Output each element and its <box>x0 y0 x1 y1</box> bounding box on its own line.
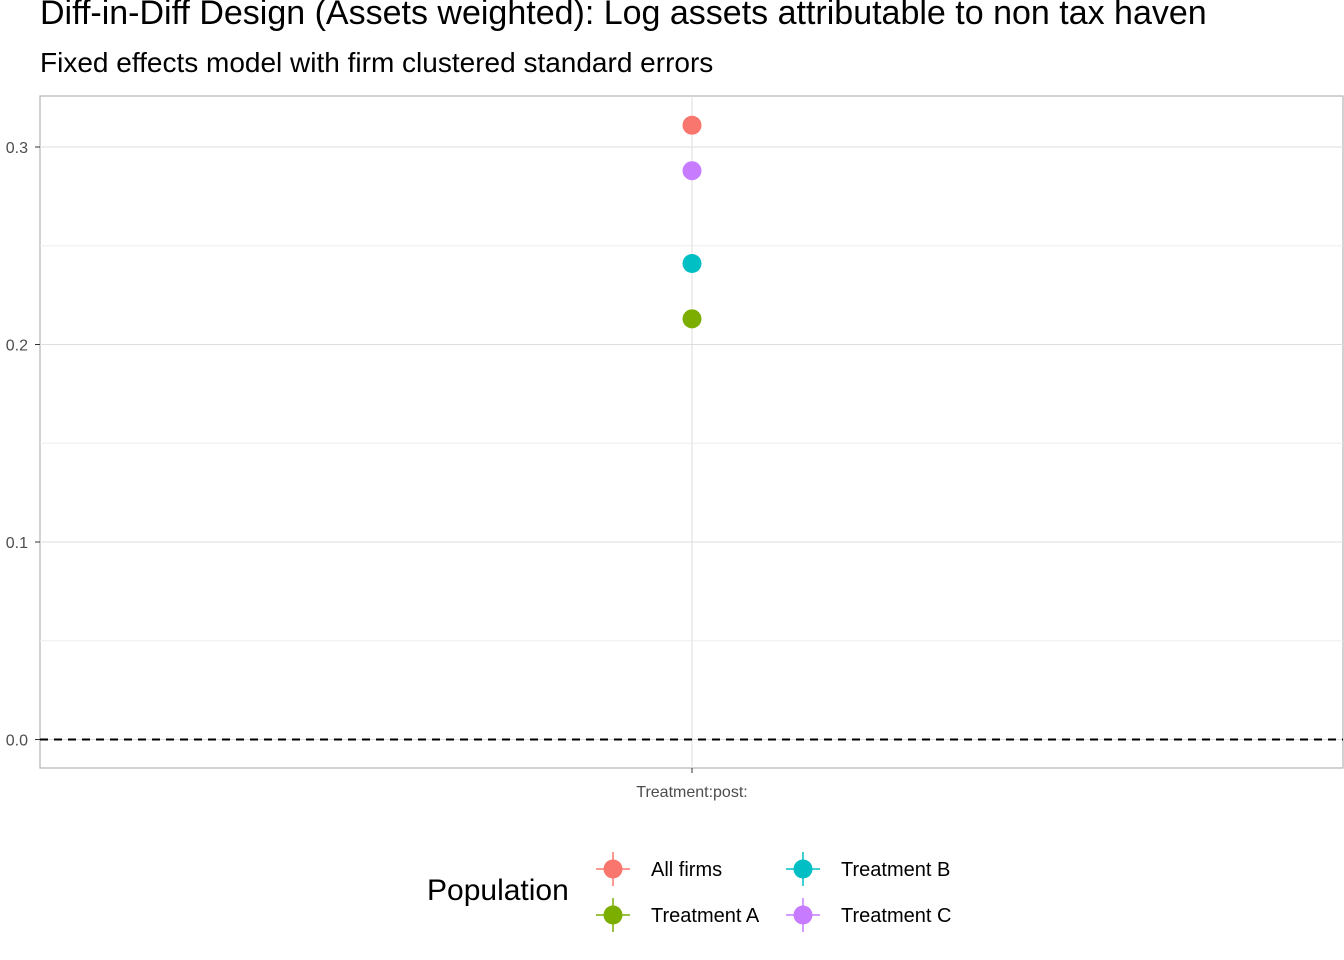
legend-label-treatment-b: Treatment B <box>841 859 950 881</box>
data-point-treatment-a <box>682 309 702 329</box>
y-tick-label: 0.0 <box>6 733 28 750</box>
y-tick-label: 0.1 <box>6 535 28 552</box>
chart-subtitle: Fixed effects model with firm clustered … <box>40 47 714 78</box>
data-point-treatment-c <box>682 161 702 181</box>
x-tick-label: Treatment:post: <box>636 784 747 801</box>
legend-key-point-treatment-b <box>793 859 813 879</box>
data-point-all-firms <box>682 115 702 135</box>
legend-label-all-firms: All firms <box>651 859 722 881</box>
legend-label-treatment-a: Treatment A <box>651 905 760 927</box>
legend-title: Population <box>427 874 569 907</box>
legend-label-treatment-c: Treatment C <box>841 905 951 927</box>
y-tick-label: 0.2 <box>6 338 28 355</box>
chart-title: Diff-in-Diff Design (Assets weighted): L… <box>40 0 1207 32</box>
y-tick-label: 0.3 <box>6 140 28 157</box>
legend-key-point-treatment-a <box>603 905 623 925</box>
data-point-treatment-b <box>682 254 702 274</box>
legend-key-point-all-firms <box>603 859 623 879</box>
legend-key-point-treatment-c <box>793 905 813 925</box>
